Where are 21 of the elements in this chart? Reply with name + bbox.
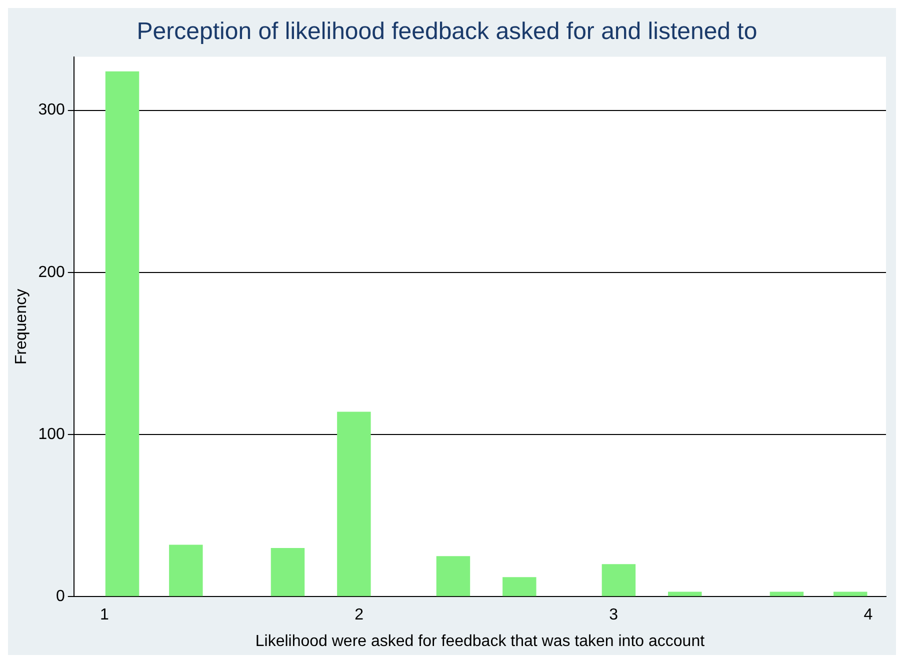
- chart-title: Perception of likelihood feedback asked for and listened to: [136, 18, 758, 46]
- x-tick-label: 3: [609, 606, 618, 624]
- bar: [270, 548, 305, 596]
- y-axis-title: Frequency: [13, 288, 30, 364]
- bar: [502, 577, 536, 596]
- x-tick-label: 1: [100, 606, 109, 624]
- x-tick-label: 2: [354, 606, 364, 624]
- bar: [105, 71, 140, 596]
- bar: [436, 556, 470, 596]
- bar: [169, 544, 203, 596]
- bar: [668, 592, 702, 596]
- bar: [833, 592, 868, 596]
- bar: [602, 564, 636, 596]
- x-tick-label: 4: [864, 606, 873, 624]
- y-tick-label: 200: [38, 264, 65, 281]
- y-tick-label: 100: [38, 426, 65, 443]
- y-tick-label: 0: [56, 588, 65, 606]
- bar: [337, 412, 371, 596]
- bar: [770, 592, 804, 596]
- y-tick-label: 300: [38, 102, 65, 119]
- x-axis-title: Likelihood were asked for feedback that was taken into account: [255, 632, 706, 650]
